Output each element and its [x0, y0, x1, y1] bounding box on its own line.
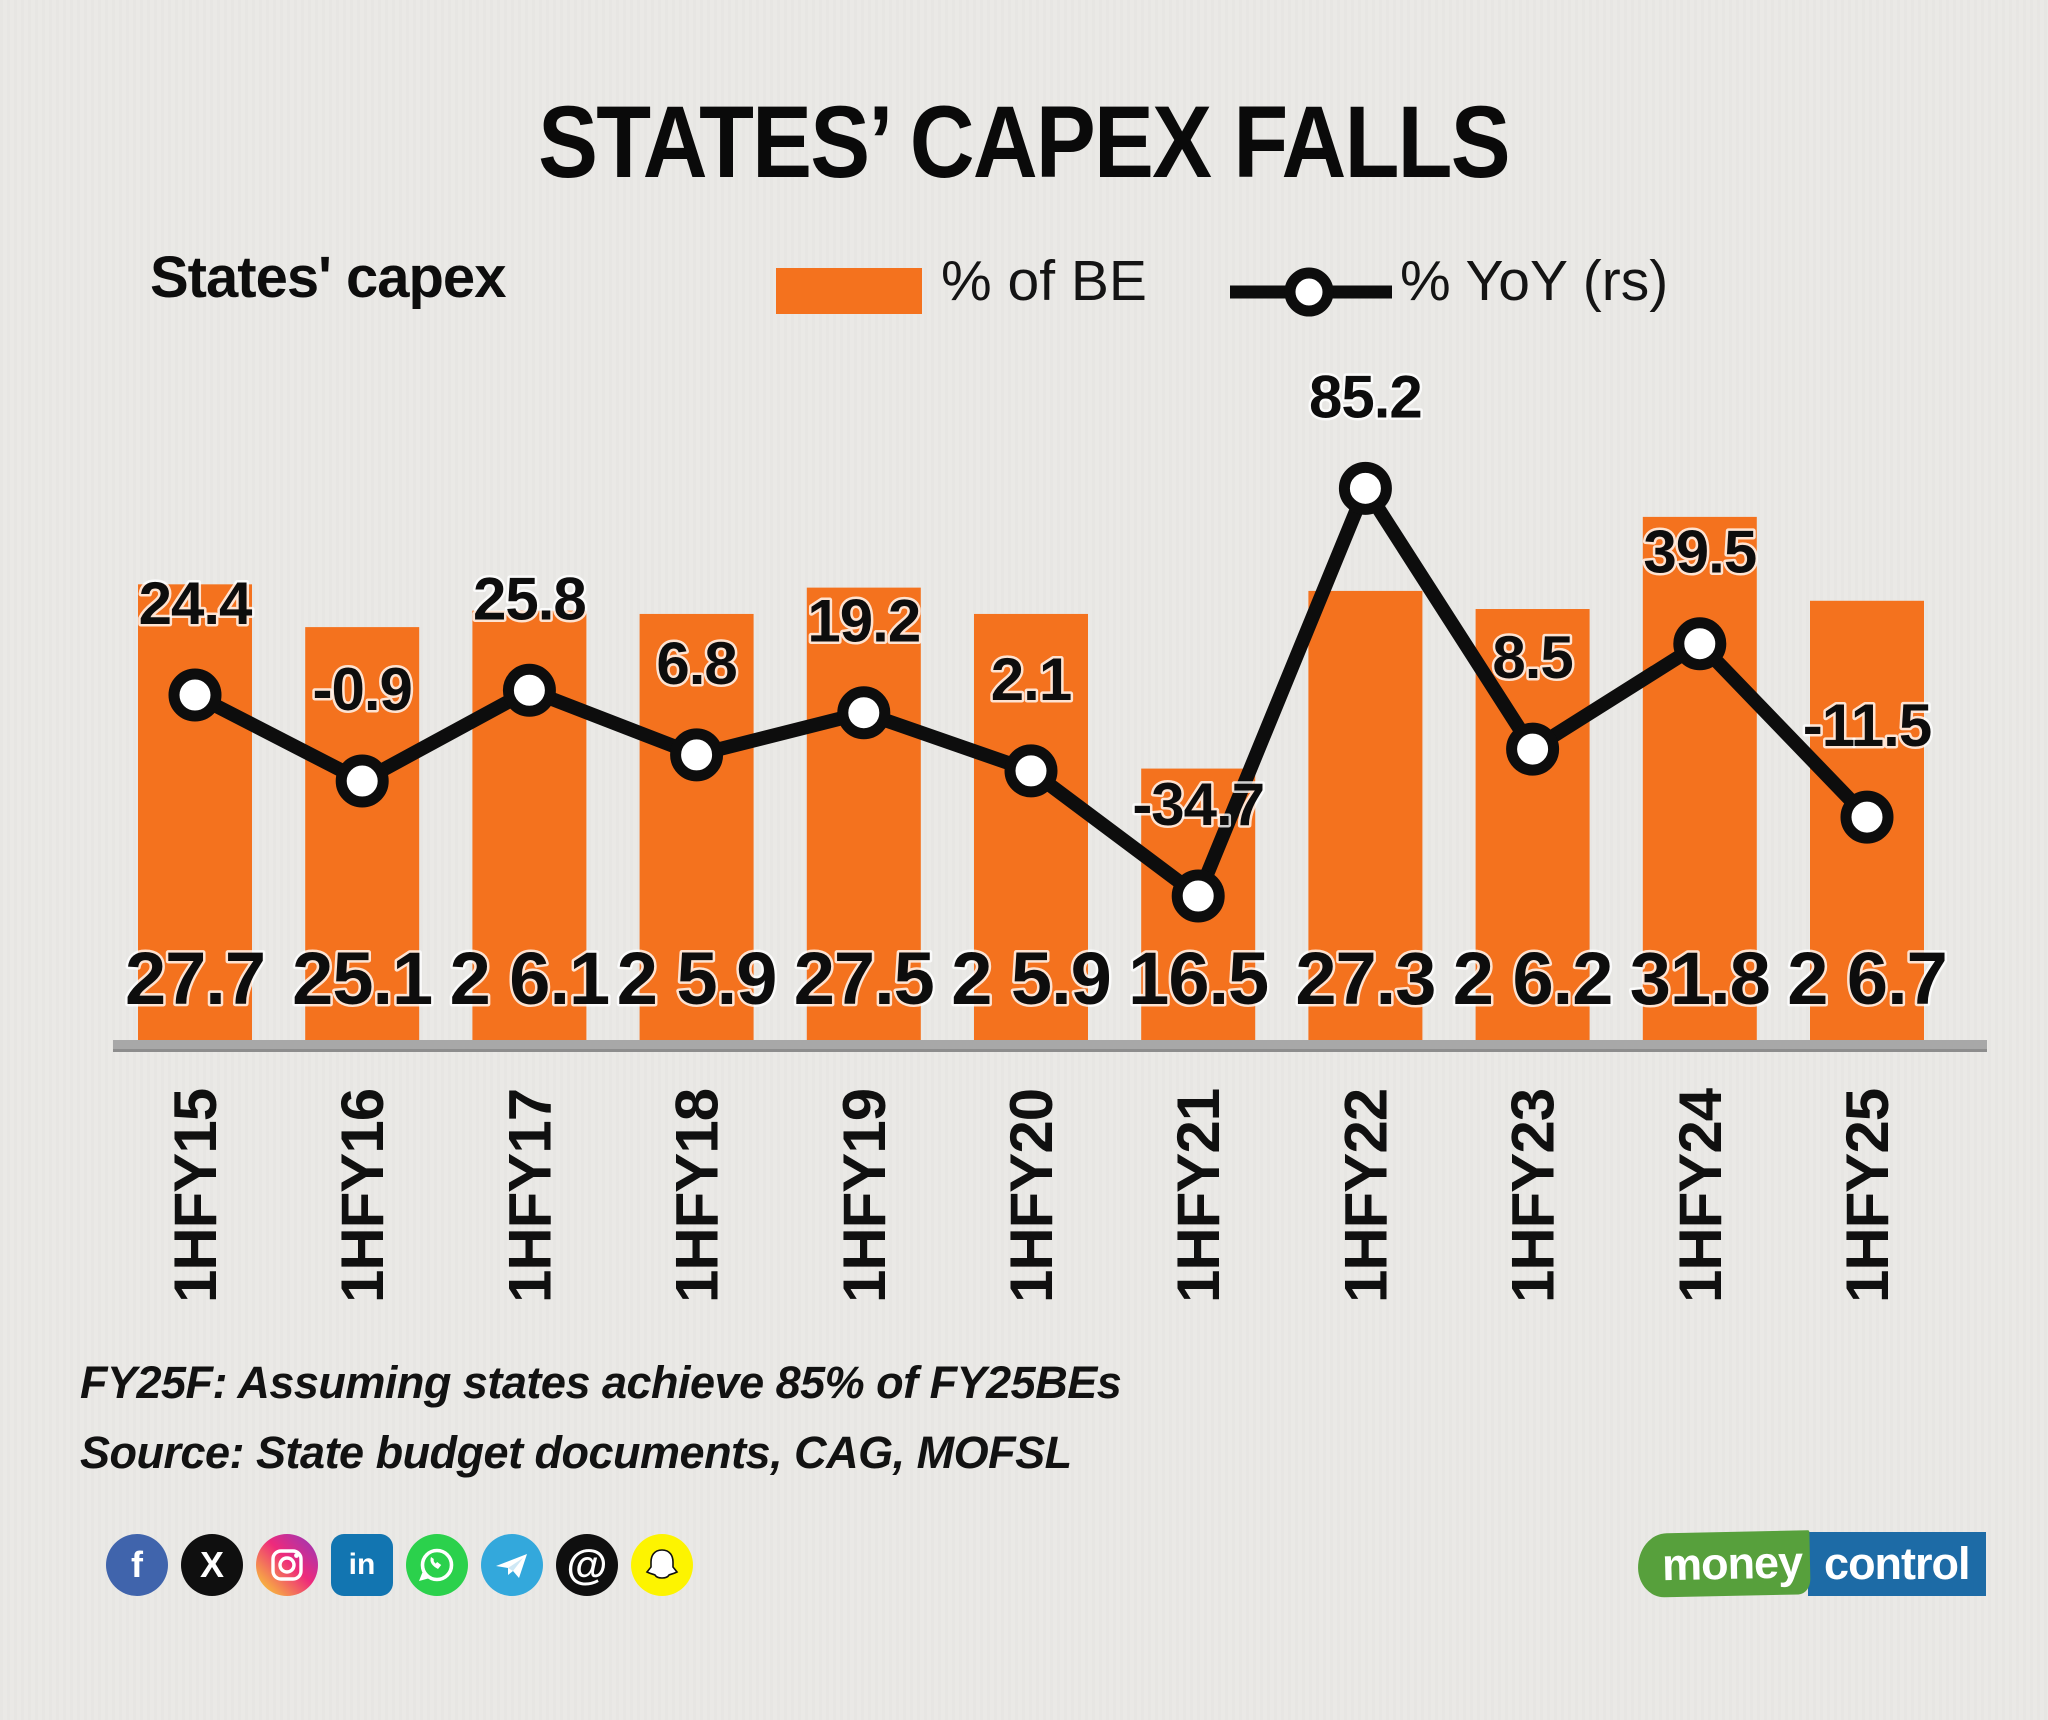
line-marker-1HFY19 [837, 686, 891, 740]
bar-1HFY18 [639, 613, 754, 1040]
bar-value-label-1HFY22: 27.3 [1295, 937, 1435, 1020]
line-value-label-1HFY25: -11.5 [1803, 692, 1931, 759]
line-value-label-1HFY16: -0.9 [313, 656, 412, 723]
telegram-icon[interactable] [481, 1534, 543, 1596]
page-title: STATES’ CAPEX FALLS [538, 85, 1511, 199]
bar-1HFY16 [305, 627, 420, 1040]
bar-value-label-1HFY20: 2 5.9 [951, 937, 1111, 1020]
line-value-label-1HFY21: -34.7 [1132, 771, 1264, 838]
moneycontrol-logo: money control [1637, 1530, 1986, 1598]
x-tick-1HFY19: 1HFY19 [831, 1089, 898, 1303]
legend-line-label: % YoY (rs) [1400, 249, 1669, 313]
line-marker-1HFY15 [168, 668, 222, 722]
line-value-label-1HFY15: 24.4 [139, 570, 253, 637]
x-axis-line [113, 1040, 1987, 1049]
x-twitter-icon[interactable]: X [181, 1534, 243, 1596]
line-marker-1HFY25 [1840, 790, 1894, 844]
line-value-label-1HFY19: 19.2 [807, 588, 920, 655]
bar-1HFY19 [806, 587, 921, 1040]
x-tick-1HFY21: 1HFY21 [1165, 1089, 1232, 1303]
snapchat-icon[interactable] [631, 1534, 693, 1596]
line-marker-1HFY20 [1004, 744, 1058, 798]
line-value-label-1HFY23: 8.5 [1492, 624, 1572, 691]
x-tick-1HFY24: 1HFY24 [1667, 1087, 1734, 1303]
bar-1HFY20 [974, 613, 1088, 1040]
line-value-label-1HFY17: 25.8 [473, 565, 586, 632]
x-tick-1HFY17: 1HFY17 [496, 1089, 563, 1303]
x-tick-1HFY25: 1HFY25 [1834, 1089, 1901, 1303]
bar-value-label-1HFY19: 27.5 [794, 937, 934, 1020]
bar-1HFY15 [138, 584, 252, 1040]
legend-bar-label: % of BE [941, 249, 1147, 313]
line-value-label-1HFY22: 85.2 [1309, 363, 1422, 430]
bar-value-label-1HFY25: 2 6.7 [1787, 937, 1947, 1020]
legend-line-marker-icon [1230, 267, 1392, 317]
line-value-label-1HFY20: 2.1 [991, 646, 1071, 713]
bar-1HFY22 [1308, 590, 1423, 1040]
whatsapp-icon[interactable] [406, 1534, 468, 1596]
x-tick-1HFY22: 1HFY22 [1332, 1089, 1399, 1303]
line-value-label-1HFY18: 6.8 [656, 630, 736, 697]
x-axis-line-shadow [113, 1049, 1987, 1052]
footnote-assumption: FY25F: Assuming states achieve 85% of FY… [80, 1357, 1122, 1408]
bar-value-label-1HFY17: 2 6.1 [450, 937, 610, 1020]
line-marker-1HFY24 [1673, 617, 1727, 671]
bar-value-label-1HFY24: 31.8 [1630, 937, 1770, 1020]
legend-bar-swatch [776, 268, 922, 314]
line-marker-1HFY21 [1171, 869, 1225, 923]
bar-1HFY24 [1642, 516, 1757, 1040]
bar-value-label-1HFY16: 25.1 [292, 937, 432, 1020]
x-tick-1HFY15: 1HFY15 [162, 1089, 229, 1303]
bar-value-label-1HFY21: 16.5 [1128, 937, 1268, 1020]
threads-icon[interactable]: @ [556, 1534, 618, 1596]
bar-value-label-1HFY18: 2 5.9 [617, 937, 777, 1020]
footnotes: FY25F: Assuming states achieve 85% of FY… [80, 1348, 1122, 1488]
linkedin-icon[interactable]: in [331, 1534, 393, 1596]
logo-control-segment: control [1808, 1532, 1986, 1596]
line-marker-1HFY23 [1506, 722, 1560, 776]
line-marker-1HFY17 [502, 663, 556, 717]
line-marker-1HFY16 [335, 754, 389, 808]
x-tick-1HFY20: 1HFY20 [998, 1089, 1065, 1303]
line-marker-1HFY18 [670, 728, 724, 782]
line-value-label-1HFY24: 39.5 [1643, 519, 1756, 586]
line-marker-1HFY22 [1338, 461, 1392, 515]
bar-value-label-1HFY23: 2 6.2 [1453, 937, 1613, 1020]
logo-money-segment: money [1637, 1530, 1811, 1598]
bar-value-label-1HFY15: 27.7 [125, 937, 265, 1020]
footnote-source: Source: State budget documents, CAG, MOF… [80, 1426, 1072, 1478]
capex-combo-chart: 27.7 25.1 2 6.1 2 5.9 27.5 2 5.9 16.5 27.3 2 6.2… [113, 361, 1987, 1303]
instagram-icon[interactable] [256, 1534, 318, 1596]
series-label: States' capex [150, 245, 506, 310]
x-tick-1HFY23: 1HFY23 [1500, 1089, 1567, 1303]
x-tick-1HFY18: 1HFY18 [664, 1089, 731, 1303]
facebook-icon[interactable]: f [106, 1534, 168, 1596]
x-tick-1HFY16: 1HFY16 [329, 1089, 396, 1303]
